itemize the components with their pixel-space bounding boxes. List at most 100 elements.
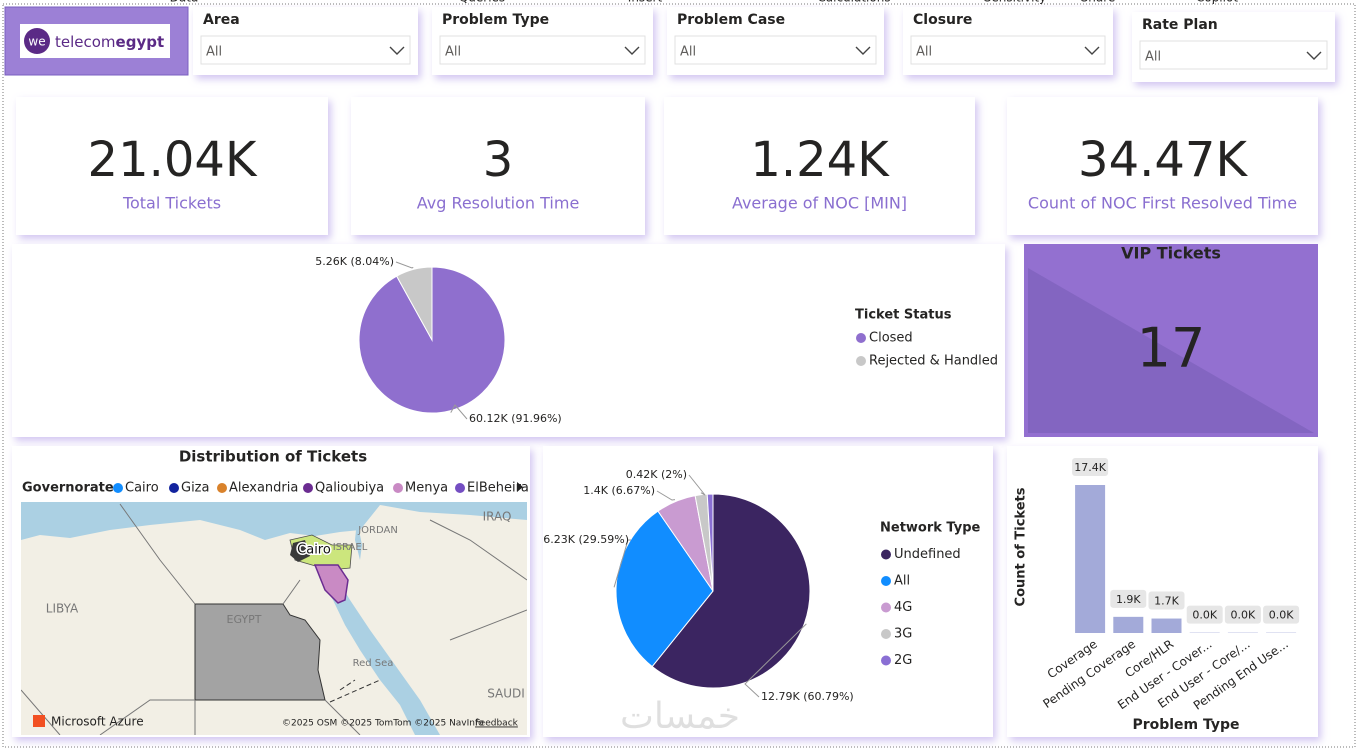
data-label: 0.0K — [1231, 609, 1256, 622]
ribbon-tab[interactable]: Data — [170, 0, 199, 5]
pie-slice[interactable] — [615, 510, 714, 668]
kpi-card — [1007, 97, 1318, 235]
slicer-value: All — [1145, 50, 1161, 65]
legend-item[interactable]: Qalioubiya — [315, 481, 384, 496]
data-label: 1.4K (6.67%) — [583, 484, 655, 497]
legend-marker — [113, 483, 123, 493]
slicer-label: Closure — [913, 12, 972, 28]
bar[interactable] — [1075, 485, 1106, 633]
dropdown-chevron[interactable] — [389, 46, 405, 55]
data-label-bg — [1186, 605, 1223, 624]
legend-marker — [393, 483, 403, 493]
azure-logo — [33, 715, 45, 727]
data-label-bg — [1110, 589, 1147, 608]
logo-text-bold: egypt — [116, 33, 165, 51]
legend-item[interactable]: 2G — [894, 653, 912, 668]
legend-item[interactable]: Alexandria — [229, 481, 298, 496]
legend-item[interactable]: ElBeheira — [467, 481, 529, 496]
vip-value: 17 — [1137, 317, 1206, 380]
map-place-label: EGYPT — [227, 613, 262, 626]
dropdown-chevron[interactable] — [855, 46, 871, 55]
map-place-label: ISRAEL — [333, 542, 368, 553]
legend-title: Network Type — [880, 521, 981, 536]
x-axis-title: Problem Type — [1132, 717, 1239, 733]
slicer-value: All — [445, 45, 461, 60]
slicer-dropdown[interactable] — [674, 35, 877, 65]
legend-title: Governorate — [22, 481, 114, 496]
kpi-card — [351, 97, 645, 235]
kpi-value: 34.47K — [1078, 132, 1248, 188]
watermark: خمسات — [620, 696, 740, 737]
kpi-card — [16, 97, 328, 235]
ribbon-tab[interactable]: Sensitivity — [984, 0, 1046, 5]
legend-item[interactable]: 3G — [894, 627, 912, 642]
kpi-label: Count of NOC First Resolved Time — [1028, 194, 1297, 213]
legend-item[interactable]: Closed — [869, 331, 913, 346]
map-place-label: IRAQ — [483, 510, 512, 524]
legend-next[interactable] — [517, 482, 523, 492]
legend-marker — [881, 549, 891, 560]
legend-marker — [455, 483, 465, 493]
slicer-label: Problem Type — [442, 12, 549, 28]
map-place-label: SAUDI — [487, 687, 525, 701]
map-brand: Microsoft Azure — [51, 715, 144, 729]
legend-item[interactable]: Undefined — [894, 547, 961, 562]
dropdown-chevron[interactable] — [1306, 51, 1322, 60]
kpi-card — [664, 97, 975, 235]
slicer-dropdown[interactable] — [910, 35, 1106, 65]
legend-marker — [881, 655, 891, 666]
data-label: 1.7K — [1154, 595, 1179, 608]
dropdown-chevron[interactable] — [1084, 46, 1100, 55]
data-label-bg — [1148, 591, 1185, 610]
legend-marker — [881, 602, 891, 613]
legend-marker — [217, 483, 227, 493]
data-label: 17.4K — [1074, 461, 1106, 474]
legend-item[interactable]: Menya — [405, 481, 448, 496]
map-image — [21, 502, 527, 735]
leader-line — [613, 539, 631, 588]
data-label: 0.42K (2%) — [626, 468, 687, 481]
data-label-bg — [1072, 458, 1109, 476]
leader-line — [450, 404, 468, 420]
y-axis-title: Count of Tickets — [1014, 487, 1029, 606]
slicer-dropdown[interactable] — [439, 35, 646, 65]
kpi-value: 21.04K — [88, 132, 258, 188]
slicer-dropdown[interactable] — [1139, 40, 1328, 70]
bar[interactable] — [1113, 616, 1144, 633]
data-label: 5.26K (8.04%) — [315, 255, 394, 268]
legend-item[interactable]: Giza — [181, 481, 209, 496]
data-label: 1.9K — [1116, 593, 1141, 606]
data-label: 12.79K (60.79%) — [761, 690, 854, 703]
ribbon-tab[interactable]: Queries — [459, 0, 505, 5]
vip-shade — [1028, 268, 1314, 433]
legend-marker — [881, 629, 891, 639]
legend-item[interactable]: All — [894, 574, 910, 589]
ribbon-tab[interactable]: Copilot — [1196, 0, 1238, 5]
ribbon-tab[interactable]: Insert — [628, 0, 663, 5]
pie-slice[interactable] — [395, 266, 433, 342]
slicer-value: All — [916, 45, 932, 60]
ribbon-tab[interactable]: Calculations — [817, 0, 890, 5]
pie-slice[interactable] — [651, 493, 811, 689]
logo-badge — [24, 28, 50, 54]
canvas-border — [2, 3, 1356, 748]
legend-item[interactable]: 4G — [894, 600, 912, 615]
map-place-label: Red Sea — [353, 658, 394, 669]
legend-title: Ticket Status — [855, 308, 952, 323]
map-feedback[interactable]: Feedback — [475, 719, 519, 729]
pie-slice[interactable] — [706, 493, 714, 592]
kpi-label: Average of NOC [MIN] — [732, 194, 907, 213]
legend-item[interactable]: Rejected & Handled — [869, 354, 998, 369]
dropdown-chevron[interactable] — [624, 46, 640, 55]
bar-panel — [1007, 446, 1318, 737]
bar[interactable] — [1151, 618, 1182, 633]
kpi-label: Total Tickets — [122, 194, 221, 213]
ribbon-tab[interactable]: Share — [1081, 0, 1116, 5]
slicer-value: All — [206, 45, 222, 60]
slicer-dropdown[interactable] — [200, 35, 411, 65]
legend-marker — [856, 333, 866, 343]
data-label: 0.0K — [1192, 609, 1217, 622]
legend-item[interactable]: Cairo — [125, 481, 159, 496]
slicer-label: Problem Case — [677, 12, 785, 28]
